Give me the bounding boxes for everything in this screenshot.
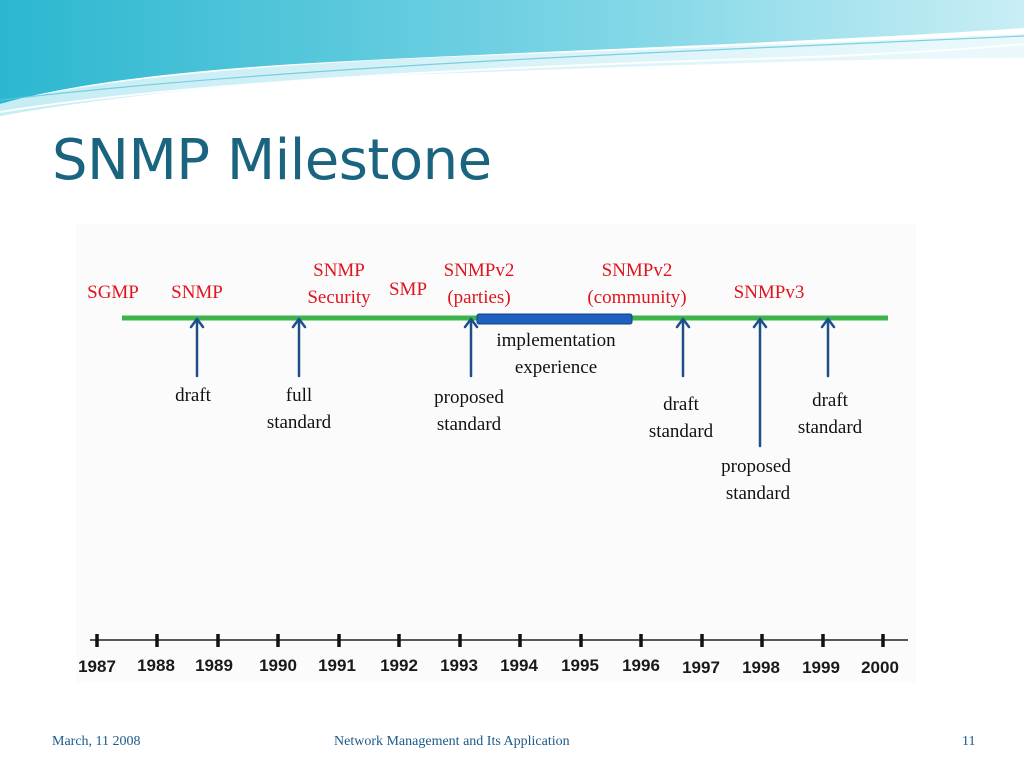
event-label-proposed-standard-1998-line2: standard bbox=[726, 483, 791, 504]
event-label-full-standard-line2: standard bbox=[267, 412, 332, 433]
arrow-up-icon bbox=[820, 317, 836, 378]
year-label: 1999 bbox=[802, 658, 840, 677]
event-arrows bbox=[189, 317, 836, 448]
event-label-full-standard-line1: full bbox=[286, 385, 312, 406]
year-label: 1989 bbox=[195, 656, 233, 675]
arrow-up-icon bbox=[291, 317, 307, 378]
year-label: 1995 bbox=[561, 656, 599, 675]
event-label-draft-standard-1999-line1: draft bbox=[812, 390, 849, 411]
year-label: 1987 bbox=[78, 657, 116, 676]
arrow-up-icon bbox=[189, 317, 205, 378]
milestone-label-snmpv2-community-line1: SNMPv2 bbox=[602, 260, 673, 281]
diagram-panel bbox=[76, 224, 916, 682]
milestone-label-snmpv2-parties-line1: SNMPv2 bbox=[444, 260, 515, 281]
milestone-label-sgmp: SGMP bbox=[87, 282, 139, 303]
arrow-up-icon bbox=[463, 317, 479, 378]
year-label: 1993 bbox=[440, 656, 478, 675]
event-labels: draft full standard proposed standard dr… bbox=[175, 385, 863, 504]
footer-date: March, 11 2008 bbox=[52, 734, 141, 749]
year-label: 1998 bbox=[742, 658, 780, 677]
page-number: 11 bbox=[962, 734, 976, 749]
year-label: 1992 bbox=[380, 656, 418, 675]
year-label: 1990 bbox=[259, 656, 297, 675]
event-label-draft-1989: draft bbox=[175, 385, 212, 406]
year-label: 1996 bbox=[622, 656, 660, 675]
footer-title: Network Management and Its Application bbox=[334, 734, 570, 749]
year-label: 1991 bbox=[318, 656, 356, 675]
milestone-label-snmpv2-parties-line2: (parties) bbox=[447, 287, 510, 308]
milestone-labels: SGMP SNMP SNMP Security SMP SNMPv2 (part… bbox=[87, 260, 804, 308]
event-label-proposed-standard-1993-line1: proposed bbox=[434, 387, 504, 408]
implementation-note-line2: experience bbox=[515, 357, 597, 378]
year-labels: 1987 1988 1989 1990 1991 1992 1993 1994 … bbox=[78, 656, 899, 677]
year-label: 1994 bbox=[500, 656, 538, 675]
event-label-draft-standard-1996-line2: standard bbox=[649, 421, 714, 442]
implementation-note-line1: implementation bbox=[496, 330, 616, 351]
milestone-label-snmp: SNMP bbox=[171, 282, 223, 303]
year-label: 2000 bbox=[861, 658, 899, 677]
implementation-bar bbox=[476, 313, 633, 325]
event-label-proposed-standard-1998-line1: proposed bbox=[721, 456, 791, 477]
arrow-up-icon bbox=[675, 317, 691, 378]
header-swoosh-decoration bbox=[0, 0, 1024, 116]
slide-title: SNMP Milestone bbox=[52, 128, 492, 193]
event-label-proposed-standard-1993-line2: standard bbox=[437, 414, 502, 435]
year-label: 1988 bbox=[137, 656, 175, 675]
arrow-up-icon bbox=[752, 317, 768, 448]
milestone-label-snmpv2-community-line2: (community) bbox=[587, 287, 686, 308]
year-label: 1997 bbox=[682, 658, 720, 677]
milestone-label-smp: SMP bbox=[389, 279, 427, 300]
milestone-label-snmp-security-line2: Security bbox=[307, 287, 371, 308]
milestone-label-snmp-security-line1: SNMP bbox=[313, 260, 365, 281]
year-axis-ticks bbox=[95, 634, 885, 647]
milestone-label-snmpv3: SNMPv3 bbox=[734, 282, 805, 303]
event-label-draft-standard-1999-line2: standard bbox=[798, 417, 863, 438]
event-label-draft-standard-1996-line1: draft bbox=[663, 394, 700, 415]
